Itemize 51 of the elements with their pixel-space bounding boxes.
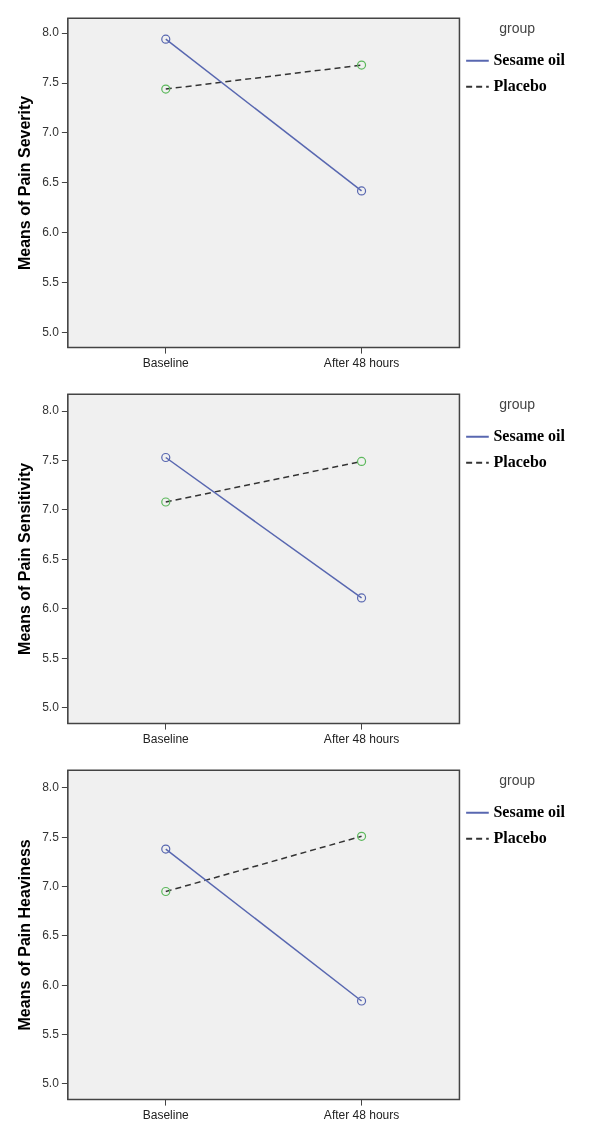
x-tick-label: Baseline [142, 732, 190, 747]
y-tick-label: 7.5 [42, 75, 60, 90]
y-tick-label: 7.5 [42, 829, 60, 844]
x-tick-label: Baseline [142, 356, 190, 371]
x-tick-label: After 48 hours [323, 732, 400, 747]
point [161, 497, 171, 507]
legend-title: group [499, 395, 536, 412]
y-tick-label: 6.5 [42, 551, 60, 566]
y-tick-label: 6.5 [42, 175, 60, 190]
x-tick-label: Baseline [142, 1108, 190, 1123]
y-tick-label: 6.0 [42, 977, 60, 992]
y-tick-label: 7.5 [42, 452, 60, 467]
legend-label: Sesame oil [493, 50, 566, 68]
point [161, 34, 171, 44]
y-axis-title: Means of Pain Sensitivity [16, 462, 34, 655]
y-tick-label: 7.0 [42, 125, 60, 140]
y-tick-label: 5.0 [42, 1076, 60, 1091]
y-axis-title: Means of Pain Severity [16, 95, 34, 271]
point [161, 452, 171, 463]
y-tick-label: 5.5 [42, 650, 60, 665]
legend-label: Placebo [493, 452, 547, 470]
x-tick-label: After 48 hours [323, 356, 400, 371]
y-tick-label: 5.5 [42, 275, 60, 290]
point [356, 60, 367, 70]
y-tick-label: 8.0 [42, 25, 60, 40]
legend-label: Sesame oil [493, 802, 566, 820]
legend-label: Sesame oil [493, 426, 566, 444]
point [356, 456, 367, 467]
point [161, 84, 171, 94]
y-tick-label: 7.0 [42, 502, 60, 517]
point [356, 831, 367, 841]
point [356, 996, 367, 1006]
legend-label: Placebo [493, 76, 547, 94]
y-tick-label: 6.5 [42, 928, 60, 943]
y-tick-label: 8.0 [42, 403, 60, 418]
y-tick-label: 8.0 [42, 780, 60, 795]
y-tick-label: 5.0 [42, 324, 60, 339]
point [161, 844, 171, 854]
point [356, 186, 367, 196]
legend-title: group [499, 19, 536, 36]
x-tick-label: After 48 hours [323, 1108, 400, 1123]
point [356, 593, 367, 603]
y-tick-label: 6.0 [42, 225, 60, 240]
y-tick-label: 7.0 [42, 878, 60, 893]
legend-label: Placebo [493, 828, 547, 846]
y-tick-label: 5.5 [42, 1026, 60, 1041]
y-axis-title: Means of Pain Heaviness [16, 839, 34, 1031]
y-tick-label: 5.0 [42, 700, 60, 715]
point [161, 886, 171, 897]
legend-title: group [499, 771, 536, 788]
y-tick-label: 6.0 [42, 601, 60, 616]
